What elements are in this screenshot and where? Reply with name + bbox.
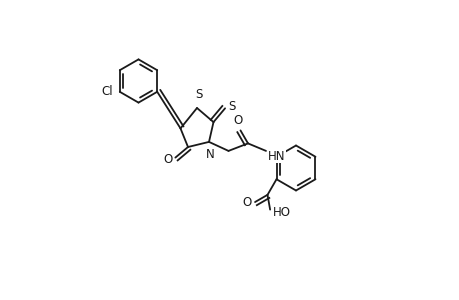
Text: HO: HO <box>272 206 290 218</box>
Text: O: O <box>163 153 172 166</box>
Text: Cl: Cl <box>101 85 113 98</box>
Text: S: S <box>228 100 235 113</box>
Text: N: N <box>206 148 214 161</box>
Text: O: O <box>233 114 242 128</box>
Text: HN: HN <box>267 150 285 163</box>
Text: O: O <box>242 196 252 208</box>
Text: S: S <box>195 88 202 101</box>
